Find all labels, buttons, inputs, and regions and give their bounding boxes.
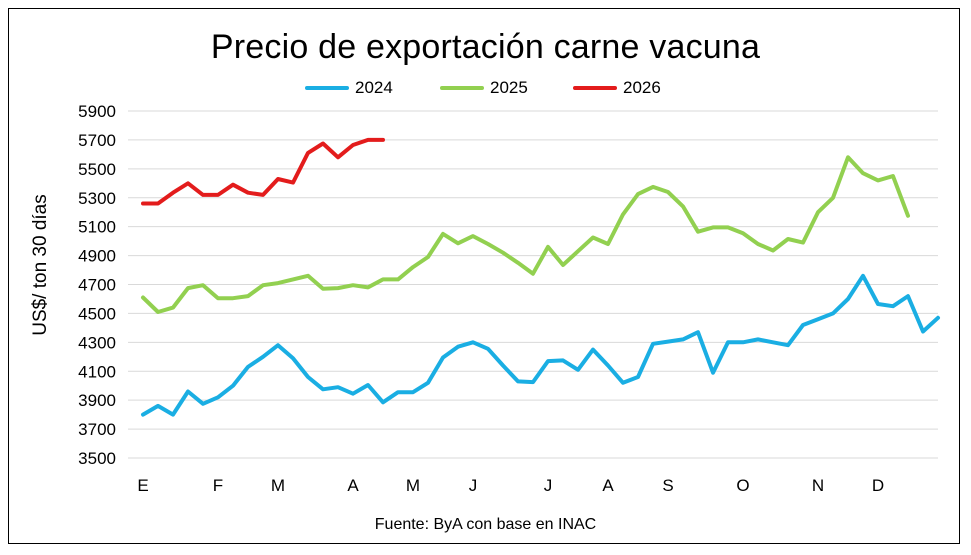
- legend-label-2025: 2025: [490, 78, 528, 97]
- series-line-2025: [141, 155, 910, 314]
- x-tick-label: S: [662, 476, 673, 495]
- y-tick-label: 3500: [78, 449, 116, 468]
- y-tick-label: 4300: [78, 333, 116, 352]
- series-line-2024: [141, 273, 940, 417]
- x-tick-label: D: [872, 476, 884, 495]
- legend-label-2024: 2024: [355, 78, 393, 97]
- x-tick-label: F: [213, 476, 223, 495]
- x-tick-label: M: [271, 476, 285, 495]
- legend: 2024 2025 2026: [0, 76, 971, 100]
- series-line-2026: [141, 137, 385, 206]
- y-tick-label: 5100: [78, 218, 116, 237]
- y-tick-label: 3900: [78, 391, 116, 410]
- legend-swatch-2025: [440, 86, 484, 90]
- x-tick-label: J: [469, 476, 478, 495]
- legend-label-2026: 2026: [623, 78, 661, 97]
- y-tick-label: 4100: [78, 362, 116, 381]
- x-tick-label: E: [137, 476, 148, 495]
- source-note: Fuente: ByA con base en INAC: [374, 516, 597, 533]
- chart-title: Precio de exportación carne vacuna: [210, 28, 761, 66]
- chart-frame: [8, 8, 960, 544]
- x-tick-label: A: [347, 476, 359, 495]
- y-tick-label: 5900: [78, 102, 116, 121]
- y-tick-label: 5700: [78, 131, 116, 150]
- x-tick-label: A: [602, 476, 614, 495]
- y-tick-label: 5500: [78, 160, 116, 179]
- legend-item-2024: 2024: [305, 76, 393, 100]
- y-tick-label: 4700: [78, 276, 116, 295]
- y-tick-label: 4900: [78, 247, 116, 266]
- x-tick-label: J: [544, 476, 553, 495]
- legend-swatch-2024: [305, 86, 349, 90]
- x-tick-label: M: [406, 476, 420, 495]
- legend-item-2025: 2025: [440, 76, 528, 100]
- x-tick-label: O: [736, 476, 749, 495]
- y-tick-label: 4500: [78, 304, 116, 323]
- y-tick-label: 5300: [78, 189, 116, 208]
- legend-item-2026: 2026: [573, 76, 661, 100]
- y-tick-label: 3700: [78, 420, 116, 439]
- x-tick-label: N: [812, 476, 824, 495]
- legend-swatch-2026: [573, 86, 617, 90]
